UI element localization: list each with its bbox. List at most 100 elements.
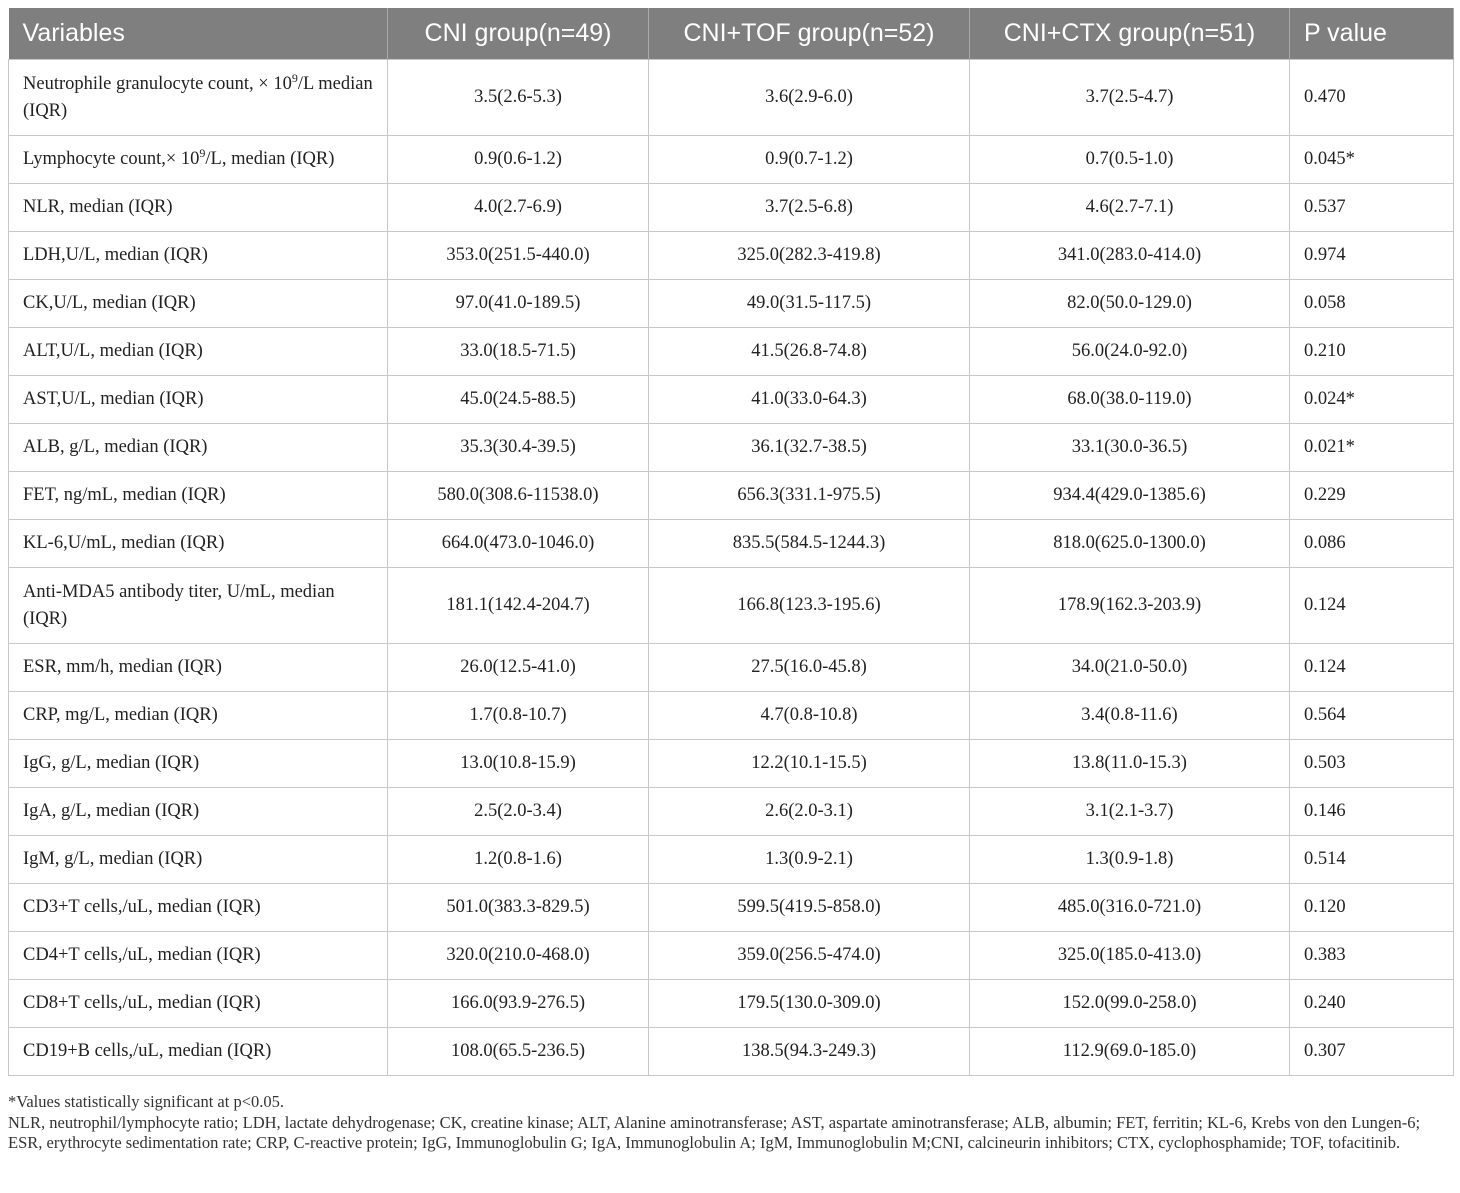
cni-ctx-value-cell: 34.0(21.0-50.0)	[969, 643, 1290, 692]
cni-ctx-value-cell: 68.0(38.0-119.0)	[969, 375, 1290, 424]
variable-label: Lymphocyte count,× 10	[23, 149, 200, 169]
cni-tof-value-cell: 36.1(32.7-38.5)	[648, 423, 970, 472]
cni-value-cell: 0.9(0.6-1.2)	[387, 135, 649, 184]
table-body: Neutrophile granulocyte count, × 109/L m…	[8, 59, 1454, 1076]
cni-ctx-value-cell: 13.8(11.0-15.3)	[969, 739, 1290, 788]
cni-value-cell: 35.3(30.4-39.5)	[387, 423, 649, 472]
header-cni-tof-group: CNI+TOF group(n=52)	[648, 8, 970, 60]
p-value-cell: 0.974	[1289, 231, 1454, 280]
table-row: Neutrophile granulocyte count, × 109/L m…	[8, 59, 1454, 136]
variable-cell: ALB, g/L, median (IQR)	[8, 423, 388, 472]
cni-tof-value-cell: 166.8(123.3-195.6)	[648, 567, 970, 644]
table-row: ALT,U/L, median (IQR) 33.0(18.5-71.5) 41.5…	[8, 327, 1454, 376]
variable-label: IgG, g/L, median (IQR)	[23, 753, 200, 773]
header-variables: Variables	[8, 8, 388, 60]
table-row: CD3+T cells,/uL, median (IQR) 501.0(383.3…	[8, 883, 1454, 932]
cni-value-cell: 1.2(0.8-1.6)	[387, 835, 649, 884]
cni-tof-value-cell: 835.5(584.5-1244.3)	[648, 519, 970, 568]
variable-cell: ESR, mm/h, median (IQR)	[8, 643, 388, 692]
p-value-cell: 0.124	[1289, 643, 1454, 692]
table-row: KL-6,U/mL, median (IQR) 664.0(473.0-1046.…	[8, 519, 1454, 568]
p-value-cell: 0.120	[1289, 883, 1454, 932]
cni-value-cell: 664.0(473.0-1046.0)	[387, 519, 649, 568]
variable-label: /L median (IQR)	[23, 73, 373, 121]
cni-tof-value-cell: 359.0(256.5-474.0)	[648, 931, 970, 980]
p-value-cell: 0.021*	[1289, 423, 1454, 472]
cni-tof-value-cell: 599.5(419.5-858.0)	[648, 883, 970, 932]
table-row: IgM, g/L, median (IQR) 1.2(0.8-1.6) 1.3(0.…	[8, 835, 1454, 884]
exponent: 9	[291, 70, 298, 85]
variable-cell: CD8+T cells,/uL, median (IQR)	[8, 979, 388, 1028]
cni-ctx-value-cell: 3.1(2.1-3.7)	[969, 787, 1290, 836]
table-row: LDH,U/L, median (IQR) 353.0(251.5-440.0) 3…	[8, 231, 1454, 280]
variable-cell: CD4+T cells,/uL, median (IQR)	[8, 931, 388, 980]
table-row: ALB, g/L, median (IQR) 35.3(30.4-39.5) 36.…	[8, 423, 1454, 472]
cni-value-cell: 33.0(18.5-71.5)	[387, 327, 649, 376]
cni-value-cell: 45.0(24.5-88.5)	[387, 375, 649, 424]
cni-ctx-value-cell: 112.9(69.0-185.0)	[969, 1027, 1290, 1076]
table-row: NLR, median (IQR) 4.0(2.7-6.9) 3.7(2.5-6.8…	[8, 183, 1454, 232]
p-value-cell: 0.229	[1289, 471, 1454, 520]
variable-cell: FET, ng/mL, median (IQR)	[8, 471, 388, 520]
cni-ctx-value-cell: 3.7(2.5-4.7)	[969, 59, 1290, 136]
cni-tof-value-cell: 27.5(16.0-45.8)	[648, 643, 970, 692]
cni-ctx-value-cell: 33.1(30.0-36.5)	[969, 423, 1290, 472]
variable-label: CD4+T cells,/uL, median (IQR)	[23, 945, 261, 965]
variable-label: CD8+T cells,/uL, median (IQR)	[23, 993, 261, 1013]
p-value-cell: 0.045*	[1289, 135, 1454, 184]
variable-cell: CD19+B cells,/uL, median (IQR)	[8, 1027, 388, 1076]
p-value-cell: 0.058	[1289, 279, 1454, 328]
cni-tof-value-cell: 3.7(2.5-6.8)	[648, 183, 970, 232]
p-value-cell: 0.514	[1289, 835, 1454, 884]
cni-tof-value-cell: 2.6(2.0-3.1)	[648, 787, 970, 836]
header-cni-ctx-group: CNI+CTX group(n=51)	[969, 8, 1290, 60]
p-value-cell: 0.240	[1289, 979, 1454, 1028]
p-value-cell: 0.307	[1289, 1027, 1454, 1076]
cni-tof-value-cell: 325.0(282.3-419.8)	[648, 231, 970, 280]
variable-cell: Lymphocyte count,× 109/L, median (IQR)	[8, 135, 388, 184]
cni-value-cell: 3.5(2.6-5.3)	[387, 59, 649, 136]
variable-label: /L, median (IQR)	[205, 149, 335, 169]
cni-tof-value-cell: 41.5(26.8-74.8)	[648, 327, 970, 376]
cni-ctx-value-cell: 3.4(0.8-11.6)	[969, 691, 1290, 740]
cni-tof-value-cell: 49.0(31.5-117.5)	[648, 279, 970, 328]
table-row: CRP, mg/L, median (IQR) 1.7(0.8-10.7) 4.7(…	[8, 691, 1454, 740]
table-row: CD4+T cells,/uL, median (IQR) 320.0(210.0…	[8, 931, 1454, 980]
cni-ctx-value-cell: 485.0(316.0-721.0)	[969, 883, 1290, 932]
table-row: IgG, g/L, median (IQR) 13.0(10.8-15.9) 12.…	[8, 739, 1454, 788]
p-value-cell: 0.564	[1289, 691, 1454, 740]
cni-value-cell: 1.7(0.8-10.7)	[387, 691, 649, 740]
variable-cell: IgG, g/L, median (IQR)	[8, 739, 388, 788]
header-cni-group: CNI group(n=49)	[387, 8, 649, 60]
variable-label: Neutrophile granulocyte count, × 10	[23, 73, 292, 94]
variable-cell: Neutrophile granulocyte count, × 109/L m…	[8, 59, 388, 136]
cni-ctx-value-cell: 0.7(0.5-1.0)	[969, 135, 1290, 184]
table-row: ESR, mm/h, median (IQR) 26.0(12.5-41.0) 27…	[8, 643, 1454, 692]
variable-label: Anti-MDA5 antibody titer, U/mL, median (…	[23, 581, 335, 629]
variable-label: LDH,U/L, median (IQR)	[23, 245, 208, 265]
cni-value-cell: 2.5(2.0-3.4)	[387, 787, 649, 836]
cni-tof-value-cell: 1.3(0.9-2.1)	[648, 835, 970, 884]
cni-ctx-value-cell: 56.0(24.0-92.0)	[969, 327, 1290, 376]
p-value-cell: 0.146	[1289, 787, 1454, 836]
variable-cell: CK,U/L, median (IQR)	[8, 279, 388, 328]
p-value-cell: 0.210	[1289, 327, 1454, 376]
p-value-cell: 0.086	[1289, 519, 1454, 568]
variable-label: CK,U/L, median (IQR)	[23, 293, 196, 313]
cni-value-cell: 501.0(383.3-829.5)	[387, 883, 649, 932]
cni-tof-value-cell: 4.7(0.8-10.8)	[648, 691, 970, 740]
significance-note: *Values statistically significant at p<0…	[8, 1092, 285, 1111]
cni-value-cell: 108.0(65.5-236.5)	[387, 1027, 649, 1076]
header-p-value: P value	[1289, 8, 1454, 60]
p-value-cell: 0.537	[1289, 183, 1454, 232]
table-row: IgA, g/L, median (IQR) 2.5(2.0-3.4) 2.6(2.…	[8, 787, 1454, 836]
cni-ctx-value-cell: 178.9(162.3-203.9)	[969, 567, 1290, 644]
p-value-cell: 0.024*	[1289, 375, 1454, 424]
cni-value-cell: 4.0(2.7-6.9)	[387, 183, 649, 232]
p-value-cell: 0.470	[1289, 59, 1454, 136]
cni-tof-value-cell: 0.9(0.7-1.2)	[648, 135, 970, 184]
cni-value-cell: 353.0(251.5-440.0)	[387, 231, 649, 280]
variable-label: IgA, g/L, median (IQR)	[23, 801, 200, 821]
p-value-cell: 0.124	[1289, 567, 1454, 644]
cni-tof-value-cell: 138.5(94.3-249.3)	[648, 1027, 970, 1076]
